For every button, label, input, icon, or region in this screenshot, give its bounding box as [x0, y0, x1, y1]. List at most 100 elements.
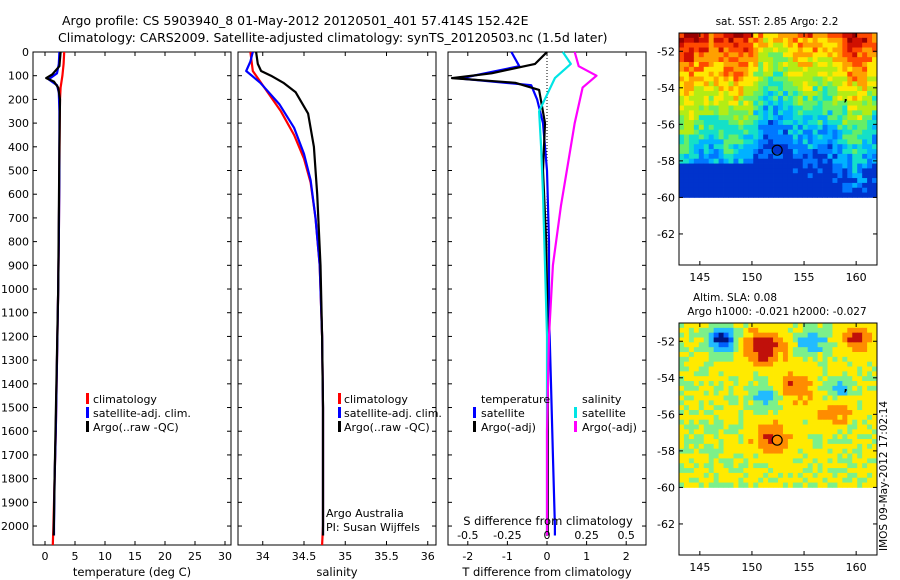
map-cell — [753, 134, 759, 140]
map-cell — [792, 192, 799, 198]
map-cell — [768, 105, 774, 111]
map-cell — [763, 429, 769, 435]
map-cell — [728, 66, 734, 73]
map-cell — [862, 66, 868, 73]
map-cell — [748, 429, 754, 435]
map-cell — [792, 347, 799, 353]
map-cell — [872, 178, 878, 184]
map-cell — [743, 182, 749, 189]
map-cell — [787, 52, 794, 58]
map-cell — [802, 105, 809, 111]
map-cell — [787, 100, 794, 106]
map-cell — [773, 47, 779, 53]
map-cell — [748, 71, 754, 77]
map-cell — [842, 168, 848, 174]
map-cell — [797, 395, 804, 401]
map-cell — [718, 163, 724, 169]
map-cell — [748, 439, 754, 445]
map-cell — [733, 352, 739, 358]
map-cell — [773, 347, 779, 353]
map-cell — [837, 57, 843, 63]
map-cell — [733, 149, 739, 155]
map-cell — [782, 76, 789, 82]
map-cell — [738, 57, 744, 63]
map-cell — [782, 468, 789, 474]
map-cell — [713, 482, 719, 488]
map-cell — [852, 482, 858, 488]
map-cell — [792, 57, 799, 63]
map-cell — [743, 129, 749, 135]
map-cell — [758, 192, 764, 198]
map-cell — [847, 42, 853, 48]
map-cell — [807, 453, 814, 459]
map-cell — [827, 178, 833, 184]
map-cell — [753, 482, 759, 488]
map-cell — [778, 443, 784, 450]
map-cell — [822, 153, 828, 160]
map-cell — [802, 448, 809, 454]
map-cell — [827, 410, 833, 416]
map-cell — [792, 124, 799, 131]
map-cell — [733, 57, 739, 63]
x-tick-label: 5 — [72, 550, 79, 563]
map-cell — [679, 129, 685, 135]
map-cell — [753, 443, 759, 450]
map-cell — [693, 385, 700, 392]
map-cell — [763, 37, 769, 44]
map-cell — [768, 134, 774, 140]
map-cell — [768, 100, 774, 106]
map-cell — [743, 405, 749, 411]
map-cell — [827, 419, 833, 425]
map-cell — [728, 47, 734, 53]
map-cell — [693, 337, 700, 343]
map-cell — [847, 458, 853, 464]
map-cell — [768, 120, 774, 126]
map-cell — [748, 332, 754, 338]
map-cell — [862, 337, 868, 343]
credit-line1: Argo Australia — [326, 507, 404, 520]
map-cell — [753, 429, 759, 435]
map-cell — [773, 62, 779, 68]
map-cell — [807, 168, 814, 174]
map-cell — [842, 371, 848, 377]
map-cell — [822, 192, 828, 198]
map-cell — [679, 86, 685, 92]
map-cell — [867, 472, 873, 479]
map-cell — [748, 410, 754, 416]
map-cell — [852, 187, 858, 193]
map-cell — [753, 192, 759, 198]
map-cell — [842, 463, 848, 469]
map-cell — [857, 371, 863, 377]
map-cell — [753, 361, 759, 367]
map-cell — [758, 327, 764, 334]
map-cell — [837, 163, 843, 169]
map-cell — [743, 42, 749, 48]
map-cell — [792, 410, 799, 416]
map-cell — [782, 100, 789, 106]
map-cell — [832, 361, 838, 367]
map-cell — [773, 376, 779, 382]
map-cell — [688, 414, 695, 421]
map-cell — [827, 323, 833, 329]
map-cell — [792, 42, 799, 48]
map-cell — [807, 187, 814, 193]
map-cell — [693, 76, 700, 82]
map-cell — [758, 62, 764, 68]
map-cell — [792, 86, 799, 92]
map-cell — [832, 347, 838, 353]
map-cell — [807, 419, 814, 425]
map-cell — [713, 115, 719, 121]
map-cell — [807, 129, 814, 135]
map-cell — [787, 149, 794, 155]
map-cell — [708, 52, 715, 58]
map-cell — [832, 192, 838, 198]
map-cell — [787, 115, 794, 121]
map-cell — [698, 139, 705, 145]
map-cell — [862, 395, 868, 401]
map-cell — [817, 42, 823, 48]
map-cell — [822, 86, 828, 92]
map-cell — [797, 33, 804, 39]
map-cell — [679, 182, 685, 189]
map-cell — [728, 371, 734, 377]
map-cell — [773, 153, 779, 160]
